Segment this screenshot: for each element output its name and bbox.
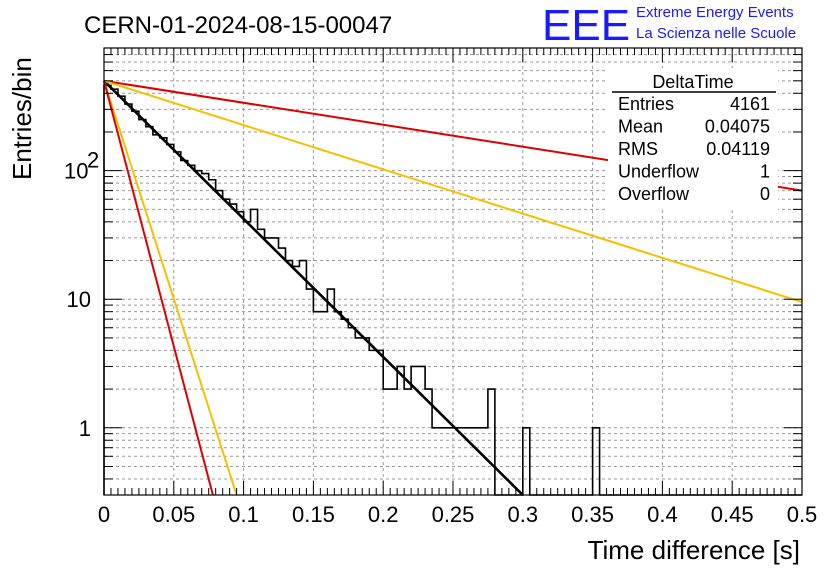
histogram-bin xyxy=(174,152,181,495)
histogram-bin xyxy=(348,328,355,495)
x-tick-label: 0.35 xyxy=(571,502,614,527)
histogram-bin xyxy=(279,248,286,495)
stats-row-label: RMS xyxy=(618,139,658,159)
stats-row-label: Entries xyxy=(618,94,674,114)
x-tick-label: 0.5 xyxy=(787,502,818,527)
histogram-bin xyxy=(474,428,481,495)
stats-row-value: 0.04119 xyxy=(706,139,770,159)
histogram-bin xyxy=(251,209,258,495)
exponential-line-4 xyxy=(103,80,214,496)
chart-title: CERN-01-2024-08-15-00047 xyxy=(84,12,392,39)
x-tick-label: 0.4 xyxy=(647,502,678,527)
x-tick-labels: 0 0.05 0.1 0.15 0.2 0.25 0.3 0.35 0.4 0.45 0.5 xyxy=(98,502,817,527)
histogram-bin xyxy=(362,338,369,495)
histogram-bin xyxy=(341,319,348,495)
histogram-bin xyxy=(320,312,327,495)
y-tick-label: 10 xyxy=(64,159,88,184)
histogram-bin xyxy=(467,428,474,495)
histogram-bin xyxy=(369,350,376,495)
histogram-bin xyxy=(481,428,488,495)
histogram-bin xyxy=(285,261,292,495)
x-tick-label: 0 xyxy=(98,502,110,527)
axis-ticks xyxy=(103,47,803,496)
exponential-line-0 xyxy=(103,79,524,496)
histogram-bin xyxy=(446,428,453,495)
eee-logo: EEE Extreme Energy Events La Scienza nel… xyxy=(542,1,796,50)
histogram-bin xyxy=(313,312,320,495)
y-tick-label: 1 xyxy=(79,416,91,441)
stats-rows: Entries 4161 Mean 0.04075 RMS 0.04119 Underflo… xyxy=(618,94,770,204)
histogram-bin xyxy=(306,289,313,495)
logo-line-2: La Scienza nelle Scuole xyxy=(636,25,796,42)
y-tick-exponent: 2 xyxy=(87,148,99,173)
histogram-bin xyxy=(453,428,460,495)
y-axis-title: Entries/bin xyxy=(7,57,37,180)
histogram-bin xyxy=(523,428,530,495)
histogram-bin xyxy=(292,266,299,495)
histogram-bin xyxy=(167,144,174,495)
x-tick-label: 0.15 xyxy=(292,502,335,527)
stats-row-label: Mean xyxy=(618,117,663,137)
histogram-bin xyxy=(334,312,341,495)
histogram-bin xyxy=(146,127,153,495)
x-tick-label: 0.1 xyxy=(228,502,259,527)
histogram-bin xyxy=(209,180,216,495)
stats-box: DeltaTime Entries 4161 Mean 0.04075 RMS 0.041… xyxy=(608,68,778,210)
histogram-bin xyxy=(188,165,195,495)
histogram-bin xyxy=(390,389,397,495)
histogram-bin xyxy=(153,135,160,495)
histogram-bin xyxy=(376,350,383,495)
x-tick-label: 0.3 xyxy=(508,502,539,527)
y-tick-label: 10 xyxy=(67,287,91,312)
histogram-bin xyxy=(202,174,209,495)
histogram-bin xyxy=(397,366,404,495)
histogram-bin xyxy=(139,120,146,495)
stats-row-value: 4161 xyxy=(730,94,770,114)
histogram-bin xyxy=(258,229,265,495)
histogram-bin xyxy=(488,389,495,495)
stats-row-label: Overflow xyxy=(618,184,690,204)
exponential-line-2 xyxy=(103,79,803,304)
histogram-bin xyxy=(272,238,279,495)
x-axis-title: Time difference [s] xyxy=(588,535,800,565)
histogram-bin xyxy=(237,212,244,495)
histogram-bin xyxy=(327,289,334,495)
x-tick-label: 0.05 xyxy=(152,502,195,527)
histogram-bin xyxy=(404,389,411,495)
x-tick-label: 0.2 xyxy=(368,502,399,527)
histogram-bin xyxy=(355,338,362,495)
stats-row-value: 1 xyxy=(760,162,770,182)
histogram-bin xyxy=(299,261,306,495)
histogram-bin xyxy=(593,428,600,495)
histogram-bin xyxy=(223,199,230,495)
grid-lines xyxy=(104,47,802,496)
histogram-bin xyxy=(383,389,390,495)
histogram-bin xyxy=(418,366,425,495)
histogram-bin xyxy=(181,160,188,495)
histogram-bin xyxy=(244,222,251,495)
stats-row-value: 0 xyxy=(760,184,770,204)
stats-row-label: Underflow xyxy=(618,162,700,182)
stats-row-value: 0.04075 xyxy=(705,117,770,137)
x-tick-label: 0.25 xyxy=(432,502,475,527)
logo-mark: EEE xyxy=(542,1,630,50)
logo-line-1: Extreme Energy Events xyxy=(636,4,794,21)
exponential-line-3 xyxy=(103,80,238,496)
x-tick-label: 0.45 xyxy=(711,502,754,527)
histogram-bin xyxy=(432,428,439,495)
histogram-bin xyxy=(230,204,237,495)
stats-box-name: DeltaTime xyxy=(652,72,733,92)
histogram-bin xyxy=(265,238,272,495)
histogram-bin xyxy=(439,428,446,495)
